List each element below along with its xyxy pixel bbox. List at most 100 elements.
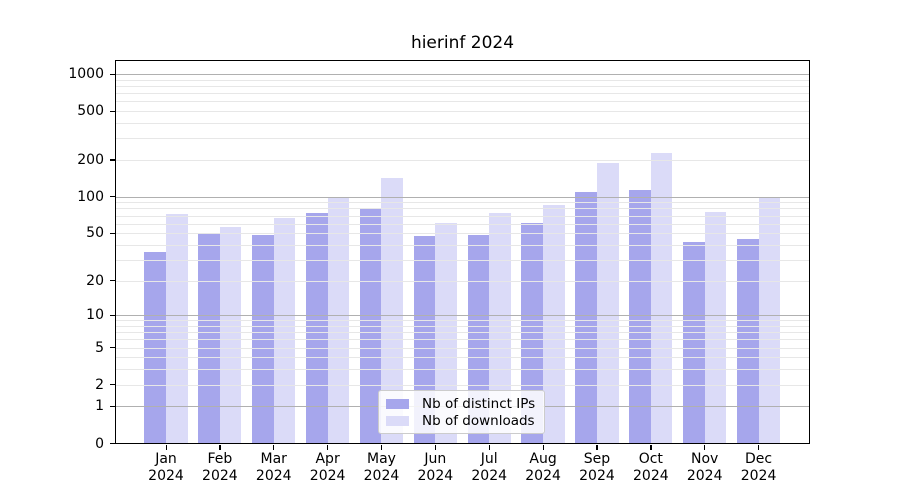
bar-ips-sep — [575, 191, 597, 444]
bar-downloads-oct — [650, 153, 673, 444]
minor-gridline-3 — [115, 369, 810, 371]
y-tick-mark-2 — [110, 384, 115, 386]
legend-swatch-downloads — [386, 416, 409, 426]
y-tick-mark-1 — [110, 405, 115, 408]
x-tick-label-jun: Jun 2024 — [417, 450, 454, 484]
x-tick-label-nov: Nov 2024 — [686, 450, 723, 484]
minor-gridline-400 — [115, 122, 810, 124]
x-tick-label-jul: Jul 2024 — [471, 450, 508, 484]
y-tick-label-500: 500 — [77, 103, 104, 120]
minor-gridline-90 — [115, 202, 810, 204]
bar-downloads-aug — [543, 205, 565, 444]
bar-ips-feb — [198, 233, 220, 444]
minor-gridline-8 — [115, 325, 810, 327]
y-tick-label-100: 100 — [77, 188, 104, 205]
bar-downloads-feb — [219, 227, 242, 444]
x-tick-label-jan: Jan 2024 — [148, 450, 184, 484]
minor-gridline-200 — [115, 159, 810, 161]
x-tick-mark-sep — [596, 444, 598, 450]
y-tick-mark-50 — [110, 232, 115, 234]
chart-title: hierinf 2024 — [410, 33, 515, 53]
bar-downloads-dec — [758, 196, 781, 444]
y-tick-mark-5 — [110, 347, 115, 349]
legend-item-distinct-ips: Nb of distinct IPs — [386, 396, 537, 412]
x-tick-label-oct: Oct 2024 — [633, 450, 669, 484]
x-tick-mark-oct — [650, 444, 652, 450]
x-tick-mark-aug — [542, 444, 544, 450]
y-tick-label-2: 2 — [95, 376, 104, 393]
x-tick-label-mar: Mar 2024 — [255, 450, 292, 484]
bar-downloads-apr — [327, 196, 350, 444]
legend-item-downloads: Nb of downloads — [386, 413, 537, 429]
major-gridline-1000 — [115, 74, 810, 75]
minor-gridline-7 — [115, 332, 810, 334]
y-tick-mark-1000 — [110, 73, 115, 75]
major-gridline-10 — [115, 315, 810, 317]
minor-gridline-9 — [115, 320, 810, 322]
minor-gridline-20 — [115, 280, 810, 282]
minor-gridline-4 — [115, 357, 810, 359]
legend: Nb of distinct IPs Nb of downloads — [378, 390, 545, 434]
legend-label-distinct-ips: Nb of distinct IPs — [422, 396, 536, 412]
bar-downloads-mar — [273, 217, 296, 444]
y-tick-label-200: 200 — [77, 151, 104, 168]
minor-gridline-60 — [115, 223, 810, 225]
minor-gridline-700 — [115, 93, 810, 95]
x-tick-label-aug: Aug 2024 — [525, 450, 561, 484]
x-tick-mark-nov — [704, 444, 706, 450]
bar-ips-apr — [306, 212, 328, 444]
plot-area-border — [115, 60, 810, 444]
bar-downloads-sep — [596, 162, 619, 444]
bar-downloads-jan — [166, 214, 188, 444]
y-tick-label-5: 5 — [95, 339, 104, 356]
x-tick-mark-apr — [327, 444, 329, 450]
bar-ips-jan — [144, 251, 166, 444]
y-tick-mark-500 — [110, 110, 115, 112]
bar-downloads-nov — [704, 211, 727, 444]
minor-gridline-600 — [115, 101, 810, 103]
minor-gridline-5 — [115, 347, 810, 349]
y-tick-label-10: 10 — [86, 307, 104, 324]
minor-gridline-6 — [115, 339, 810, 341]
bar-ips-nov — [683, 242, 705, 444]
minor-gridline-30 — [115, 259, 810, 261]
minor-gridline-500 — [115, 111, 810, 113]
x-tick-label-dec: Dec 2024 — [740, 450, 777, 484]
minor-gridline-80 — [115, 208, 810, 210]
x-tick-mark-mar — [273, 444, 275, 450]
minor-gridline-900 — [115, 79, 810, 81]
x-tick-label-feb: Feb 2024 — [202, 450, 238, 484]
x-tick-mark-jun — [434, 444, 437, 450]
y-tick-label-20: 20 — [86, 272, 104, 289]
y-tick-label-0: 0 — [95, 435, 104, 452]
x-tick-label-apr: Apr 2024 — [309, 450, 346, 484]
minor-gridline-40 — [115, 244, 810, 246]
minor-gridline-70 — [115, 215, 810, 217]
x-tick-mark-feb — [219, 444, 221, 450]
y-tick-mark-20 — [110, 280, 115, 282]
y-tick-mark-0 — [110, 443, 115, 445]
bar-ips-mar — [252, 235, 274, 444]
bar-ips-oct — [629, 190, 651, 444]
major-gridline-100 — [115, 196, 810, 198]
minor-gridline-300 — [115, 138, 810, 140]
x-tick-mark-dec — [758, 444, 760, 450]
legend-swatch-distinct-ips — [386, 399, 409, 409]
y-tick-mark-100 — [110, 196, 115, 198]
y-tick-label-1000: 1000 — [68, 66, 104, 82]
y-tick-mark-10 — [110, 314, 115, 316]
legend-label-downloads: Nb of downloads — [422, 413, 535, 429]
minor-gridline-800 — [115, 85, 810, 87]
x-tick-label-may: May 2024 — [363, 450, 400, 484]
x-tick-mark-jan — [165, 444, 167, 450]
x-tick-label-sep: Sep 2024 — [579, 450, 615, 484]
bar-ips-dec — [736, 238, 759, 444]
minor-gridline-50 — [115, 233, 810, 235]
x-tick-mark-jul — [488, 444, 490, 450]
minor-gridline-2 — [115, 384, 810, 386]
x-tick-mark-may — [380, 444, 383, 450]
y-tick-mark-200 — [110, 159, 115, 161]
y-tick-label-1: 1 — [95, 398, 104, 415]
y-tick-label-50: 50 — [86, 225, 104, 242]
